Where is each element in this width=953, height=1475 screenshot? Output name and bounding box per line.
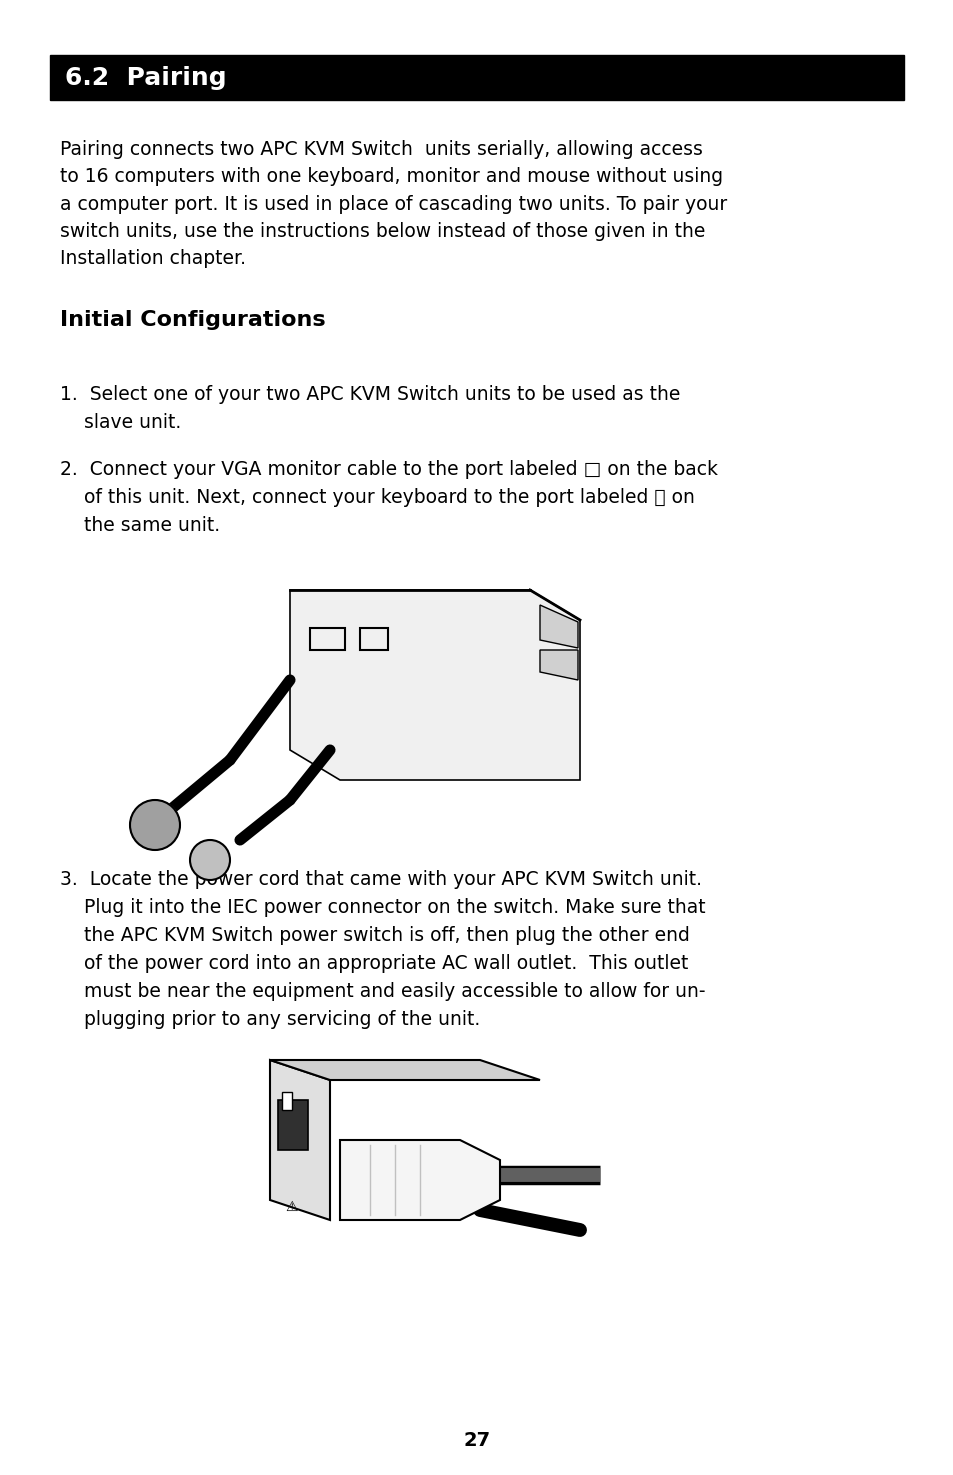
Polygon shape xyxy=(339,1140,499,1220)
Circle shape xyxy=(190,839,230,881)
Circle shape xyxy=(130,799,180,850)
Bar xyxy=(310,628,345,650)
Polygon shape xyxy=(539,605,578,648)
Text: Pairing connects two APC KVM Switch  units serially, allowing access
to 16 compu: Pairing connects two APC KVM Switch unit… xyxy=(60,140,726,268)
Text: 1.  Select one of your two APC KVM Switch units to be used as the: 1. Select one of your two APC KVM Switch… xyxy=(60,385,679,404)
Text: plugging prior to any servicing of the unit.: plugging prior to any servicing of the u… xyxy=(60,1010,479,1030)
Polygon shape xyxy=(270,1061,330,1220)
Text: 3.  Locate the power cord that came with your APC KVM Switch unit.: 3. Locate the power cord that came with … xyxy=(60,870,701,889)
Bar xyxy=(282,1092,292,1111)
Text: 2.  Connect your VGA monitor cable to the port labeled □ on the back: 2. Connect your VGA monitor cable to the… xyxy=(60,460,718,479)
Text: ⚠: ⚠ xyxy=(285,1201,297,1214)
Polygon shape xyxy=(539,650,578,680)
Text: the APC KVM Switch power switch is off, then plug the other end: the APC KVM Switch power switch is off, … xyxy=(60,926,689,945)
Bar xyxy=(277,1100,308,1150)
Text: Initial Configurations: Initial Configurations xyxy=(60,310,325,330)
Polygon shape xyxy=(270,1061,539,1080)
Text: the same unit.: the same unit. xyxy=(60,516,220,535)
Text: of this unit. Next, connect your keyboard to the port labeled ⌸ on: of this unit. Next, connect your keyboar… xyxy=(60,488,694,507)
Text: 6.2  Pairing: 6.2 Pairing xyxy=(65,65,227,90)
Text: of the power cord into an appropriate AC wall outlet.  This outlet: of the power cord into an appropriate AC… xyxy=(60,954,688,974)
Text: Plug it into the IEC power connector on the switch. Make sure that: Plug it into the IEC power connector on … xyxy=(60,898,705,917)
Polygon shape xyxy=(290,590,579,780)
Text: 27: 27 xyxy=(463,1431,490,1450)
Bar xyxy=(359,628,388,650)
Bar xyxy=(50,55,903,100)
Text: must be near the equipment and easily accessible to allow for un-: must be near the equipment and easily ac… xyxy=(60,982,705,1002)
Text: slave unit.: slave unit. xyxy=(60,413,181,432)
